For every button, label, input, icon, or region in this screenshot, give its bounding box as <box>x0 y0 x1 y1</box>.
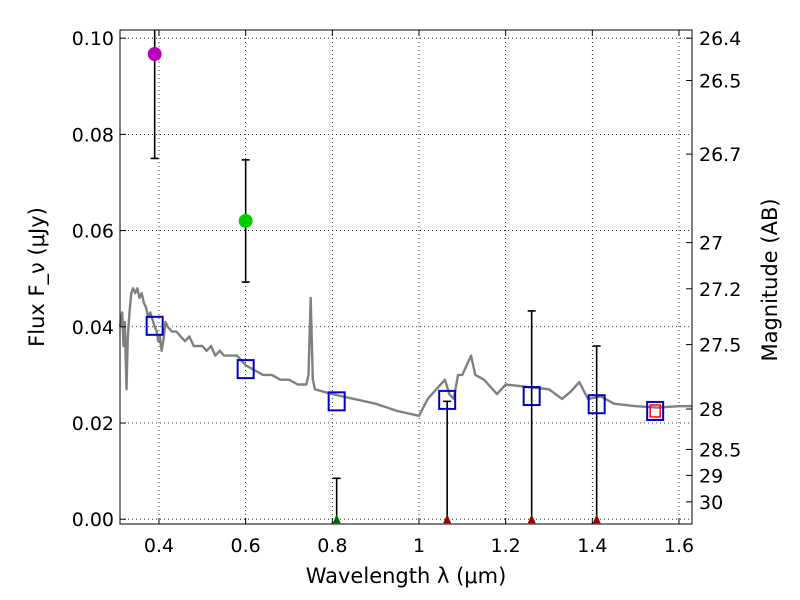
model-band-marker <box>236 359 255 380</box>
y-tick-label: 0.02 <box>72 413 114 435</box>
right-tick-label: 29 <box>699 465 723 487</box>
model-band-marker <box>145 315 164 336</box>
model-band-marker <box>438 389 457 410</box>
right-tick-label: 26.7 <box>699 144 741 166</box>
plot-frame <box>119 29 693 525</box>
observed-flux-point <box>147 47 162 62</box>
y-tick-label: 0.06 <box>72 221 114 243</box>
model-band-marker <box>522 386 541 407</box>
model-band-marker <box>646 400 665 421</box>
y-tick-label: 0.08 <box>72 124 114 146</box>
right-tick-label: 27 <box>699 233 723 255</box>
right-tick-label: 30 <box>699 492 723 514</box>
right-tick-label: 28 <box>699 399 723 421</box>
right-tick-label: 28.5 <box>699 439 741 461</box>
x-tick-label: 0.6 <box>231 535 261 557</box>
y-tick-label: 0.04 <box>72 317 114 339</box>
y-axis-title: Flux F_ν (μJy) <box>25 207 50 347</box>
x-tick-label: 1.4 <box>577 535 607 557</box>
upper-limit-marker <box>443 514 452 524</box>
upper-limit-marker <box>592 514 601 524</box>
x-tick-label: 0.4 <box>144 535 174 557</box>
x-tick-label: 1.2 <box>491 535 521 557</box>
x-axis-title: Wavelength λ (μm) <box>306 564 507 588</box>
y-tick-label: 0.10 <box>72 28 114 50</box>
x-axis-title-text: Wavelength λ (μm) <box>306 564 507 588</box>
right-tick-label: 27.5 <box>699 335 741 357</box>
axes-group: 0.4 0.6 0.8 1 1.2 1.4 1.6 0.00 0.02 0.04 0.06 0.08 0… <box>72 28 742 557</box>
x-tick-label: 1 <box>413 535 425 557</box>
markers-group <box>145 47 665 524</box>
y-tick-label: 0.00 <box>72 509 114 531</box>
right-tick-label: 26.4 <box>699 28 741 50</box>
model-band-marker <box>327 391 346 412</box>
upper-limit-marker <box>332 514 341 524</box>
model-band-marker-inner <box>649 404 661 418</box>
observed-flux-point <box>238 213 253 228</box>
x-tick-label: 1.6 <box>664 535 694 557</box>
right-tick-label: 26.5 <box>699 71 741 93</box>
right-axis-title: Magnitude (AB) <box>758 198 782 361</box>
x-tick-label: 0.8 <box>317 535 347 557</box>
model-band-marker <box>587 394 606 415</box>
right-tick-label: 27.2 <box>699 279 741 301</box>
upper-limit-marker <box>527 514 536 524</box>
